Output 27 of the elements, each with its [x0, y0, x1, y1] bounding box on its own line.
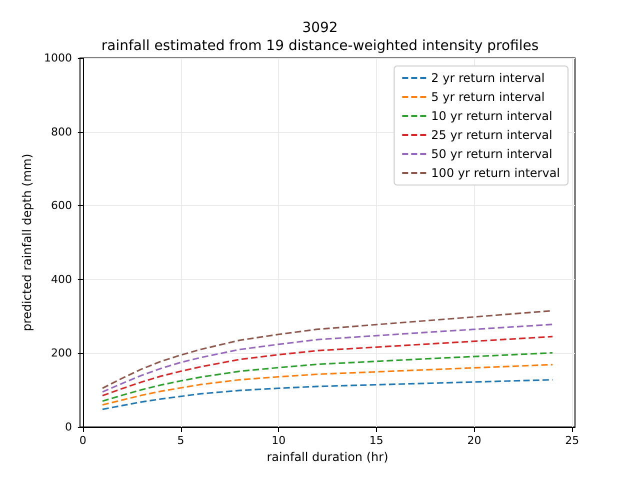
x-tick-label: 10	[272, 434, 286, 447]
legend-label: 5 yr return interval	[431, 90, 545, 104]
x-tick-label: 15	[369, 434, 384, 447]
legend-label: 50 yr return interval	[431, 147, 552, 161]
legend-label: 25 yr return interval	[431, 128, 552, 142]
line-series	[102, 378, 554, 410]
y-tick-label: 600	[51, 199, 72, 212]
y-tick-label: 1000	[44, 52, 72, 64]
y-axis-title: predicted rainfall depth (mm)	[20, 154, 34, 332]
y-tick-label: 200	[51, 346, 72, 360]
x-tick-label: 25	[565, 434, 580, 447]
x-tick-label: 20	[467, 434, 482, 447]
y-tick-label: 0	[65, 420, 72, 434]
line-series	[102, 336, 554, 396]
line-series	[102, 324, 554, 393]
chart-subtitle: rainfall estimated from 19 distance-weighted intensity profiles	[101, 38, 539, 54]
x-axis-title: rainfall duration (hr)	[266, 450, 388, 464]
chart-title: 3092	[302, 20, 338, 36]
legend-label: 100 yr return interval	[431, 166, 560, 180]
line-series	[102, 364, 554, 406]
y-tick-label: 400	[51, 272, 72, 286]
x-tick-label: 5	[177, 434, 184, 447]
line-series	[102, 352, 554, 402]
legend-label: 2 yr return interval	[431, 71, 545, 85]
x-tick-label: 0	[79, 434, 86, 447]
legend-label: 10 yr return interval	[431, 109, 552, 123]
y-tick-label: 800	[51, 125, 72, 138]
